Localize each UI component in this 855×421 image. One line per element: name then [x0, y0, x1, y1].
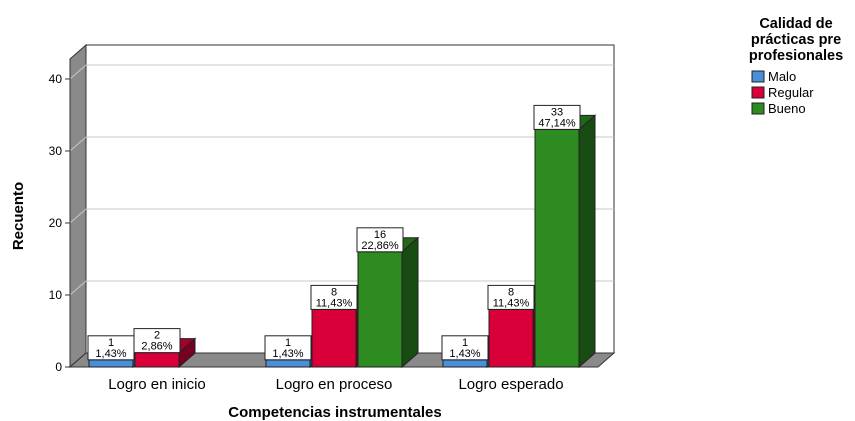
data-label: 11,43%: [87, 335, 135, 361]
grid-line-side: [69, 280, 87, 296]
data-label-pct: 1,43%: [449, 348, 480, 360]
data-label-box: [264, 335, 312, 361]
grid-lines: [69, 64, 614, 296]
x-axis-title: Competencias instrumentales: [228, 404, 441, 421]
bar-side: [578, 114, 596, 369]
data-label-box: [87, 335, 135, 361]
legend-title: prácticas pre: [751, 32, 841, 48]
grid-line-side: [69, 136, 87, 152]
legend-swatch: [751, 102, 765, 115]
data-label-box: [310, 284, 358, 310]
y-tick-label: 0: [55, 360, 62, 374]
bar-bueno: [533, 114, 597, 369]
data-label: 811,43%: [487, 284, 535, 310]
bar-side: [401, 236, 419, 369]
data-label-box: [356, 227, 404, 253]
y-axis-title: Recuento: [10, 182, 27, 250]
side-wall: [69, 43, 87, 369]
data-label-pct: 11,43%: [493, 297, 530, 309]
y-tick-label: 30: [49, 144, 63, 158]
data-label-pct: 1,43%: [95, 348, 126, 360]
data-label-pct: 1,43%: [272, 348, 303, 360]
y-axis: 0 10 20 30 40: [49, 59, 71, 374]
bar-front: [442, 359, 488, 368]
grid-line-side: [69, 64, 87, 80]
bar-front: [265, 359, 311, 368]
x-axis: Logro en inicio Logro en proceso Logro esp…: [108, 376, 563, 393]
bar-bueno: [356, 236, 420, 369]
data-label-pct: 2,86%: [141, 341, 172, 353]
data-label-count: 2: [154, 330, 160, 342]
bar-front: [311, 308, 357, 368]
data-labels: 11,43%22,86% 11,43%811,43%1622,86%11,43%8…: [87, 104, 581, 361]
y-tick-label: 10: [49, 288, 63, 302]
data-label-pct: 22,86%: [361, 240, 399, 252]
data-label-box: [133, 328, 181, 354]
data-label-count: 1: [462, 337, 468, 349]
legend-label: Regular: [768, 85, 814, 100]
legend-title: Calidad de: [759, 16, 832, 32]
legend-label: Malo: [768, 69, 796, 84]
bar-front: [534, 128, 580, 368]
y-tick-label: 20: [49, 216, 63, 230]
legend-swatch: [751, 86, 765, 99]
legend-title: profesionales: [749, 48, 843, 64]
data-label: 22,86%: [133, 328, 181, 354]
data-label-count: 8: [331, 286, 337, 298]
bar-front: [357, 251, 403, 368]
data-label-count: 16: [374, 229, 386, 241]
legend-swatch: [751, 70, 765, 83]
data-label-count: 8: [508, 286, 514, 298]
grid-line-side: [69, 208, 87, 224]
data-label-count: 1: [108, 337, 114, 349]
data-label-box: [487, 284, 535, 310]
data-label-pct: 47,14%: [538, 117, 576, 129]
data-label: 11,43%: [264, 335, 312, 361]
y-tick-label: 40: [49, 72, 63, 86]
x-tick-label: Logro esperado: [458, 376, 563, 393]
data-label-pct: 11,43%: [316, 297, 353, 309]
data-label-count: 1: [285, 337, 291, 349]
bar-front: [88, 359, 134, 368]
x-tick-label: Logro en proceso: [276, 376, 393, 393]
data-label-count: 33: [551, 106, 563, 118]
legend-label: Bueno: [768, 101, 806, 116]
data-label-box: [533, 104, 581, 130]
data-label: 811,43%: [310, 284, 358, 310]
data-label-box: [441, 335, 489, 361]
data-label: 11,43%: [441, 335, 489, 361]
bar-front: [134, 352, 180, 368]
bars: [87, 114, 597, 369]
bar-front: [488, 308, 534, 368]
x-tick-label: Logro en inicio: [108, 376, 206, 393]
